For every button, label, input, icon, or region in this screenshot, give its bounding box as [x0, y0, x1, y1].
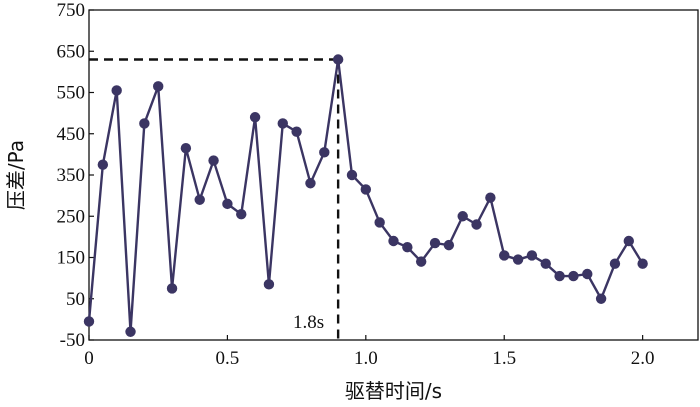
x-tick-label: 0 [84, 348, 94, 369]
x-axis-title: 驱替时间/s [345, 379, 442, 403]
data-point [194, 194, 205, 205]
data-point [208, 155, 219, 166]
data-point [332, 54, 344, 65]
data-point [609, 258, 621, 269]
data-point [180, 142, 192, 154]
data-point [97, 159, 109, 170]
data-point [360, 184, 372, 195]
x-tick-label: 1.5 [492, 348, 516, 369]
data-point [222, 198, 233, 210]
y-tick-label: 250 [57, 206, 86, 227]
data-point [540, 258, 551, 269]
data-point [305, 178, 316, 189]
y-tick-label: 150 [57, 248, 86, 269]
series-layer [83, 54, 648, 337]
data-point [443, 239, 455, 251]
data-point [402, 241, 413, 253]
data-point [499, 250, 510, 261]
data-point [374, 217, 385, 228]
data-point [125, 326, 136, 337]
y-tick-label: 450 [57, 124, 86, 145]
x-tick-label: 1.0 [354, 348, 378, 369]
data-point [415, 256, 427, 267]
data-point [139, 118, 150, 129]
data-point [512, 254, 524, 265]
y-tick-label: 650 [57, 41, 86, 62]
y-tick-label: -50 [60, 330, 85, 351]
data-point [485, 192, 496, 203]
data-point [457, 211, 468, 222]
data-point [526, 250, 538, 261]
x-tick-label: 0.5 [216, 348, 240, 369]
data-point [623, 235, 634, 247]
x-axis-ticks: 0 0.5 1.0 1.5 2.0 [84, 335, 655, 369]
y-tick-label: 350 [57, 165, 86, 186]
data-point [249, 112, 261, 123]
data-point [291, 126, 302, 137]
data-point [429, 237, 441, 249]
data-point [83, 316, 95, 327]
data-point [471, 219, 482, 230]
data-point [263, 279, 275, 290]
data-point [319, 147, 330, 158]
y-axis-ticks: -50 50 150 250 350 450 550 650 750 [57, 0, 94, 351]
data-point [554, 270, 565, 282]
data-point [637, 258, 648, 269]
data-point [388, 235, 399, 247]
reference-lines [89, 58, 340, 340]
y-axis-title: 压差/Pa [4, 140, 28, 210]
data-point [582, 268, 593, 280]
data-point [111, 85, 122, 96]
data-point [236, 208, 247, 220]
data-point [595, 293, 607, 304]
data-point [346, 169, 358, 181]
y-tick-label: 550 [57, 83, 86, 104]
y-tick-label: 50 [66, 289, 85, 310]
annotation-label: 1.8s [293, 312, 324, 333]
data-point [166, 283, 178, 294]
data-point [568, 270, 579, 282]
y-tick-label: 750 [57, 0, 86, 21]
data-point [153, 81, 164, 92]
data-point [277, 118, 288, 129]
x-tick-label: 2.0 [631, 348, 655, 369]
